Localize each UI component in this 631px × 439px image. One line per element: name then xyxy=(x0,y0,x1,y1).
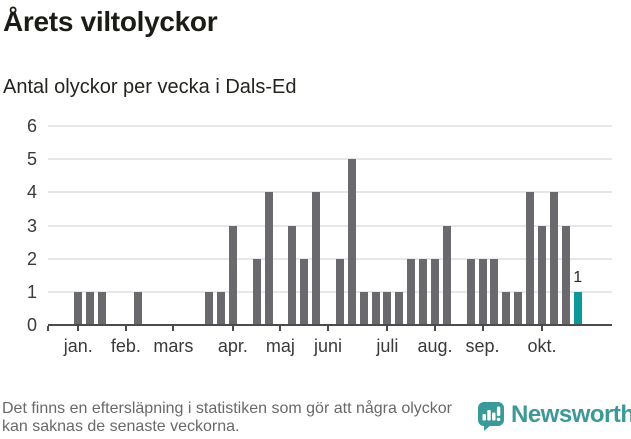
bar xyxy=(312,192,321,325)
y-axis-label: 5 xyxy=(26,149,37,170)
x-axis-tick xyxy=(124,326,127,331)
gridline-y3 xyxy=(48,224,612,227)
x-axis-label: juni xyxy=(313,336,342,356)
bar xyxy=(478,258,487,325)
y-axis-label: 2 xyxy=(26,248,37,269)
newsworthy-logo: Newsworthy xyxy=(477,400,631,432)
gridline-y4 xyxy=(48,191,612,194)
x-axis-label: juli xyxy=(376,336,399,356)
bar xyxy=(538,225,546,325)
x-axis-tick xyxy=(231,326,234,331)
newsworthy-wordmark: Newsworthy xyxy=(511,401,631,428)
bar xyxy=(300,258,309,325)
bar xyxy=(252,258,261,325)
bar xyxy=(490,258,499,325)
y-axis-label: 3 xyxy=(26,215,37,236)
bar xyxy=(419,258,428,325)
y-axis-label: 6 xyxy=(26,116,37,136)
x-axis-origin-tick xyxy=(47,326,49,331)
bar xyxy=(335,258,344,325)
newsworthy-bubble-chart-icon xyxy=(478,402,504,431)
x-axis-tick xyxy=(326,326,329,331)
x-axis-label: aug. xyxy=(417,336,453,356)
x-axis-tick xyxy=(481,326,484,331)
x-axis-label: maj xyxy=(265,336,295,356)
y-axis-label: 4 xyxy=(26,182,37,203)
bar xyxy=(466,258,475,325)
x-axis-tick xyxy=(386,326,389,331)
bar xyxy=(431,258,439,325)
x-axis-label: feb. xyxy=(110,336,141,356)
x-axis-label: apr. xyxy=(217,336,248,356)
bar xyxy=(133,291,142,325)
bar xyxy=(359,291,368,325)
x-axis-line xyxy=(48,324,612,326)
y-axis-label: 1 xyxy=(26,281,37,302)
bar xyxy=(442,225,451,325)
chart-subtitle: Antal olyckor per vecka i Dals-Ed xyxy=(3,76,297,98)
gridline-y6 xyxy=(48,125,612,127)
x-axis-tick xyxy=(279,326,282,331)
bar xyxy=(407,258,416,325)
x-axis-label: sep. xyxy=(465,336,500,356)
gridline-y1 xyxy=(48,290,612,293)
bar xyxy=(561,225,570,325)
bar-highlighted xyxy=(573,291,582,325)
bar xyxy=(549,192,558,325)
bar xyxy=(86,291,95,325)
x-axis-label: okt. xyxy=(527,336,557,356)
bar xyxy=(205,291,214,325)
footer-note: Det finns en eftersläpning i statistiken… xyxy=(2,400,452,435)
chart-title: Årets viltolyckor xyxy=(3,6,218,37)
bar xyxy=(216,291,225,325)
x-axis-tick xyxy=(77,326,80,331)
gridline-y2 xyxy=(48,257,612,260)
x-axis-tick xyxy=(172,326,175,331)
bar xyxy=(514,291,523,325)
bar xyxy=(383,291,392,325)
bar xyxy=(98,291,107,325)
bar xyxy=(502,291,511,325)
bar xyxy=(526,192,535,325)
x-axis-tick xyxy=(541,326,543,331)
x-axis-label: mars xyxy=(153,336,194,356)
gridline-y5 xyxy=(48,158,612,161)
x-axis-label: jan. xyxy=(63,336,93,356)
bar-value-label: 1 xyxy=(573,268,583,286)
bar xyxy=(288,225,297,325)
bar xyxy=(395,291,404,325)
y-axis-label: 0 xyxy=(26,315,37,335)
bar xyxy=(228,225,237,325)
bar xyxy=(264,192,273,325)
bar xyxy=(347,159,356,325)
bar xyxy=(371,291,380,325)
bar xyxy=(74,291,83,325)
x-axis-tick xyxy=(434,326,436,331)
